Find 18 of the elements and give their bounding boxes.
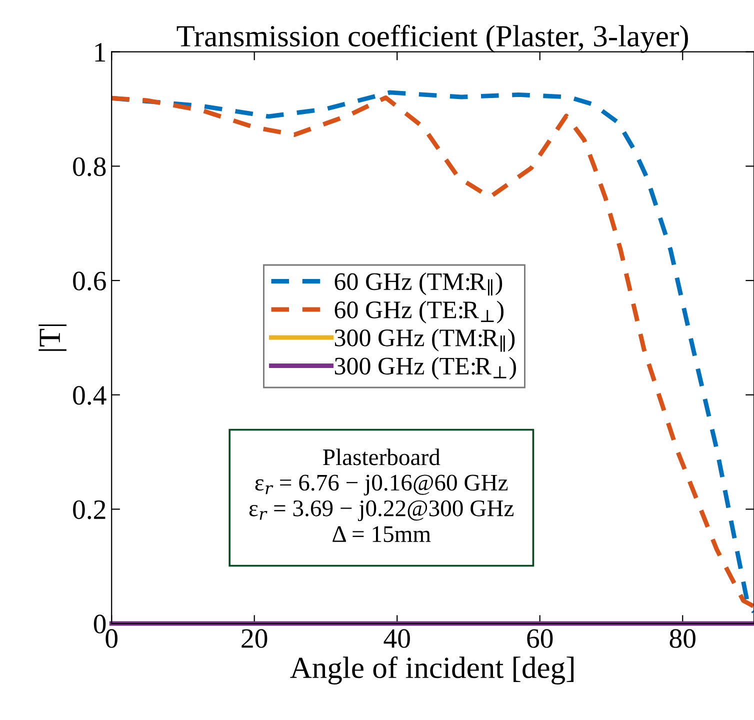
- y-axis-title: |T|: [38, 324, 66, 351]
- x-tick-label: 40: [384, 629, 410, 648]
- x-tick-label: 60: [527, 629, 553, 648]
- chart-title: Transmission coefficient (Plaster, 3-layer): [176, 24, 688, 53]
- y-tick-label: 0.6: [73, 272, 106, 291]
- y-tick-label: 1: [95, 43, 106, 62]
- x-tick-label: 80: [670, 629, 696, 648]
- legend-label: 60 GHz (TM:R$_{∥}$): [334, 272, 502, 296]
- legend-label: 60 GHz (TE:R$_{⊥}$): [334, 300, 504, 324]
- legend-label: 300 GHz (TM:R$_{∥}$): [334, 328, 515, 352]
- y-tick-label: 0.8: [73, 157, 106, 176]
- text: Plasterboard ε$_{r}$ = 6.76 − j0.16@60 GHz ε$_{r}$ = 3.69 − j0.22@300 GHz Δ = 15mm: [249, 448, 514, 542]
- y-tick-label: 0.4: [73, 386, 106, 405]
- x-tick-label: 20: [242, 629, 268, 648]
- y-tick-label: 0.2: [73, 500, 106, 520]
- legend-label: 300 GHz (TE:R$_{⊥}$): [334, 356, 516, 380]
- x-axis-title: Angle of incident [deg]: [290, 656, 574, 684]
- y-tick-label: 0: [94, 614, 106, 634]
